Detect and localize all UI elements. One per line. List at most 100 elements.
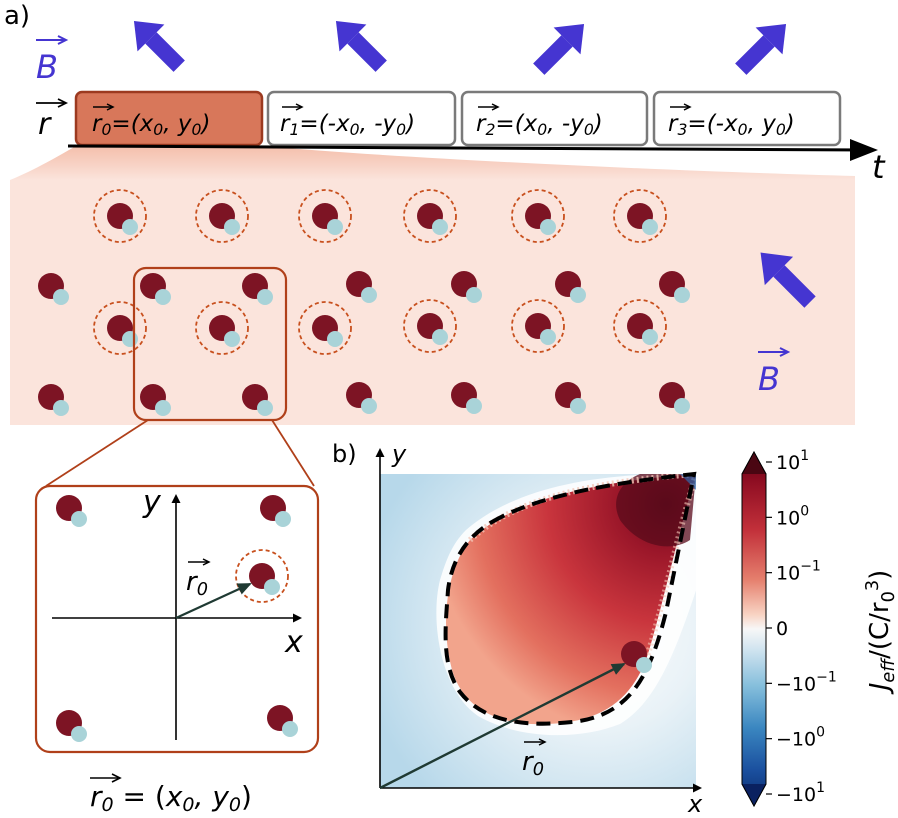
zoom-fan: [10, 146, 855, 180]
lattice-field-arrow-up-left-icon: [760, 252, 816, 308]
colorbar-label: Jeff/(C/r03): [863, 570, 898, 695]
field-arrow-up-left-icon: [335, 20, 387, 72]
zoom-line-right: [271, 419, 315, 487]
time-axis-label: t: [872, 148, 886, 186]
box1-ysign: -: [374, 111, 382, 137]
box3-comma: ,: [748, 111, 763, 137]
heatmap-y-label: y: [391, 440, 407, 468]
svg-text:r2=(x0, -y0): r2=(x0, -y0): [476, 111, 603, 139]
box0-comma: ,: [163, 111, 178, 137]
box3-y: y: [761, 111, 776, 137]
caption-x: x: [165, 780, 183, 813]
colorbar-label-rest: /(C/r: [865, 602, 895, 659]
colorbar-label-eff: eff: [879, 657, 898, 683]
colorbar-tick-label: −10−1: [776, 669, 837, 695]
box0-eq: =(: [111, 111, 140, 137]
box2-xsub: 0: [537, 120, 547, 139]
panel-a-label: a): [4, 1, 30, 31]
time-box-3: [652, 90, 842, 147]
inset-caption: r0 = (x0, y0): [90, 773, 252, 816]
inset-x-label: x: [284, 625, 303, 660]
box3-close: ): [784, 111, 795, 137]
colorbar: [741, 450, 767, 808]
box3-ysub: 0: [776, 120, 786, 139]
lattice-b-label-text: B: [758, 360, 780, 398]
time-box-1: [266, 90, 457, 147]
box3-r: r: [668, 111, 679, 137]
box3-sub: 3: [677, 120, 687, 139]
colorbar-tick-label: 100: [776, 503, 809, 529]
box2-sub: 2: [485, 120, 495, 139]
box2-r: r: [476, 111, 487, 137]
field-arrows-row: [133, 20, 787, 75]
caption-ysub: 0: [229, 794, 241, 816]
colorbar-label-sup: 3: [863, 580, 883, 591]
colorbar-tick-label: 101: [776, 448, 809, 474]
field-arrow-up-right-icon: [735, 23, 787, 75]
svg-text:r3=(-x0, y0): r3=(-x0, y0): [668, 111, 795, 139]
time-box-2: [460, 90, 649, 147]
box2-ysub: 0: [584, 120, 594, 139]
inset-r0-sub: 0: [197, 580, 208, 600]
box2-comma: ,: [547, 111, 562, 137]
inset-r0-vector: [175, 583, 252, 619]
caption-xsub: 0: [182, 794, 194, 816]
caption-eq: = (: [114, 780, 166, 813]
caption-r: r: [90, 780, 103, 813]
time-axis-arrowhead-icon: [850, 139, 878, 161]
colorbar-label-sub0: 0: [879, 591, 898, 602]
box0-sub: 0: [101, 120, 111, 139]
svg-text:r0 = (x0, y0): r0 = (x0, y0): [90, 780, 252, 816]
box3-x: x: [723, 111, 738, 137]
box1-xsub: 0: [350, 120, 360, 139]
heatmap-dashed-boundary: [443, 471, 697, 726]
box2-eq: =(: [495, 111, 524, 137]
box1-close: ): [404, 111, 415, 137]
heatmap-r0-sub: 0: [533, 760, 544, 780]
field-arrow-up-left-icon: [133, 20, 185, 72]
unit-cell-inset: x y r0: [34, 484, 320, 754]
time-box-2-text: r2=(x0, -y0): [476, 103, 603, 139]
box1-eq: =(: [299, 111, 328, 137]
box0-x: x: [139, 111, 154, 137]
heatmap-r0-label: r0: [522, 747, 544, 780]
lattice-b-label: B: [758, 347, 791, 398]
b-field-label: B: [36, 35, 69, 86]
inset-r0-label: r0: [186, 567, 208, 600]
heatmap-r0-r: r: [522, 747, 535, 777]
box2-ysign: -: [562, 111, 570, 137]
box3-eq: =(: [687, 111, 716, 137]
zoom-line-left: [45, 419, 149, 487]
colorbar-label-close: ): [865, 570, 895, 580]
time-box-0-text: r0=(x0, y0): [92, 103, 210, 139]
inset-r0-r: r: [186, 567, 199, 597]
svg-text:r1=(-x0, -y0): r1=(-x0, -y0): [280, 111, 415, 139]
caption-comma: ,: [195, 780, 213, 813]
colorbar-label-j: J: [865, 683, 895, 696]
box1-comma: ,: [360, 111, 375, 137]
heatmap-x-label: x: [687, 790, 703, 818]
colorbar-tick-label: 10−1: [776, 559, 821, 585]
box2-close: ): [592, 111, 603, 137]
box2-x: x: [523, 111, 538, 137]
box1-sub: 1: [289, 120, 299, 139]
panel-b-label: b): [332, 440, 357, 468]
box1-xsign: -: [328, 111, 336, 137]
caption-close: ): [241, 780, 252, 813]
time-sequence: r0=(x0, y0) r1=(-x0, -y0) r2=(x0, -y0) r…: [74, 90, 842, 147]
time-axis: [67, 144, 869, 152]
svg-text:r0=(x0, y0): r0=(x0, y0): [92, 111, 210, 139]
time-box-3-text: r3=(-x0, y0): [668, 103, 795, 139]
inset-y-label: y: [142, 485, 162, 520]
colorbar-ticks: 101 100 10−1 0 −10−1 −100 −101: [766, 448, 837, 806]
box1-x: x: [335, 111, 350, 137]
box1-r: r: [280, 111, 291, 137]
b-field-label-text: B: [36, 48, 58, 86]
heatmap-r0-vector: [379, 662, 626, 790]
caption-sub: 0: [102, 794, 114, 816]
box1-y: y: [382, 111, 397, 137]
box3-xsign: -: [716, 111, 724, 137]
caption-y: y: [211, 780, 229, 813]
box0-y: y: [177, 111, 192, 137]
